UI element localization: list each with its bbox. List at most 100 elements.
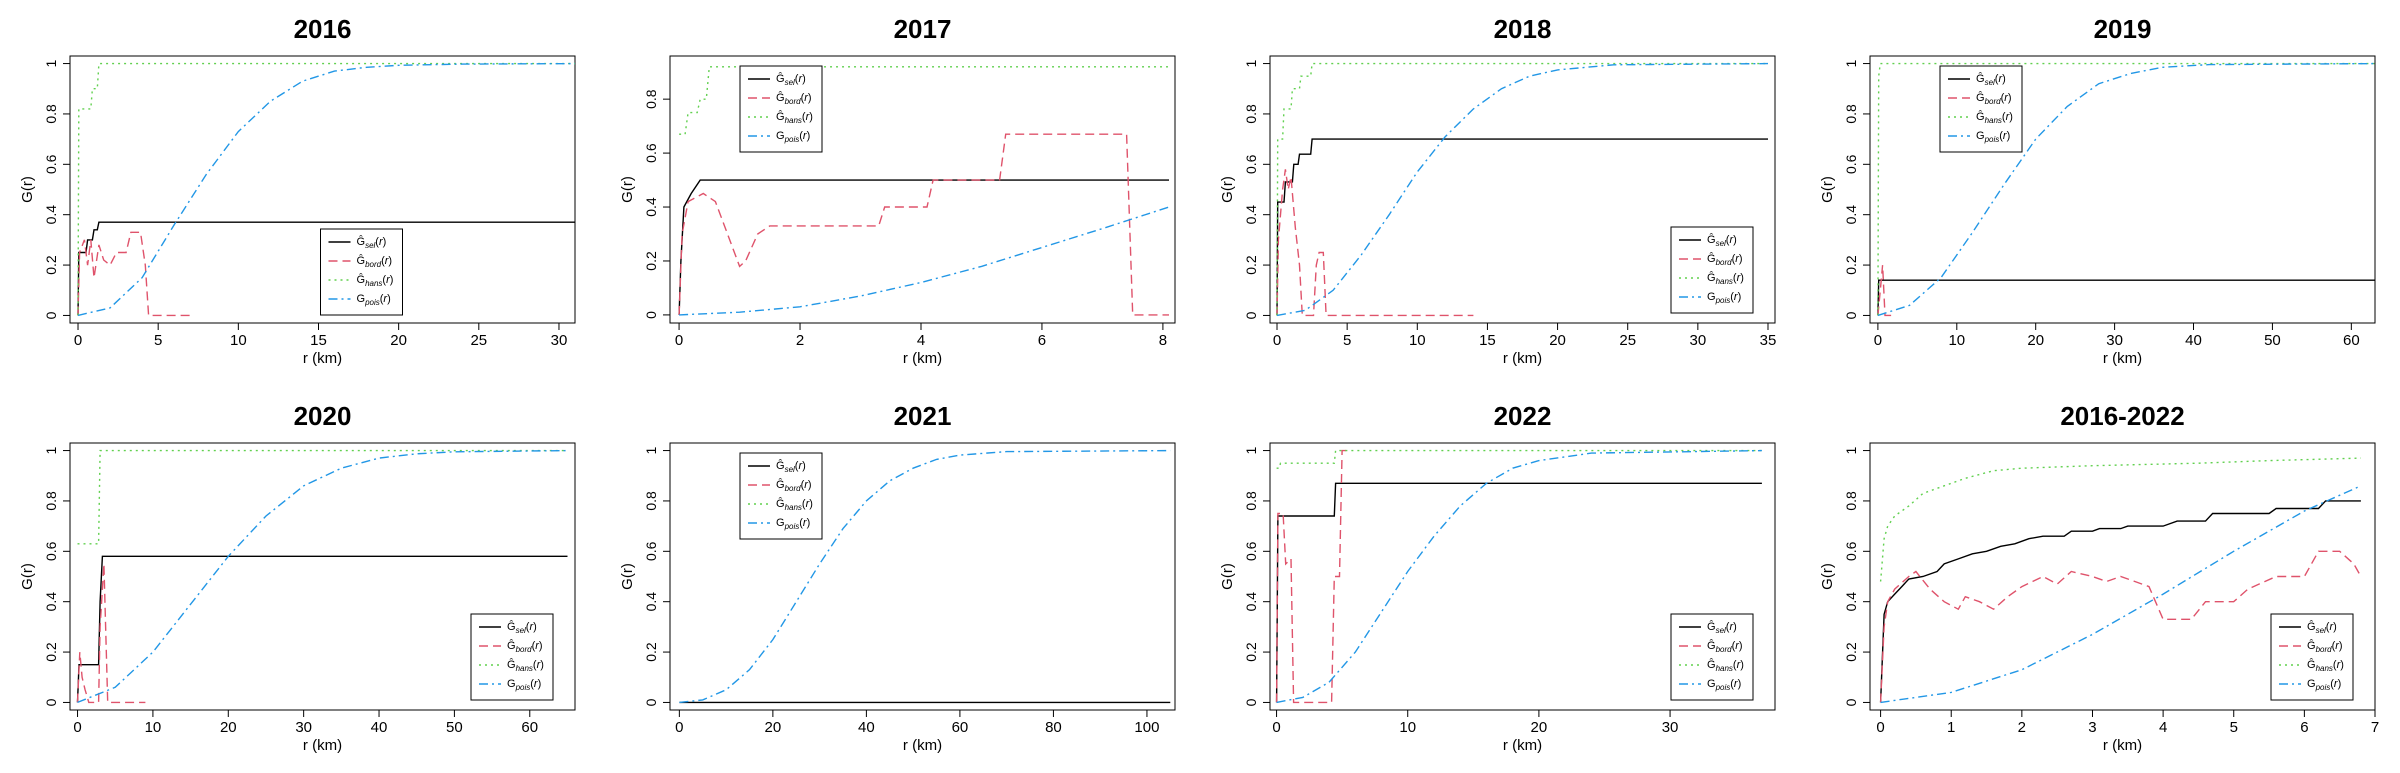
series-line-4 (679, 449, 1171, 704)
series-line-2 (1879, 550, 2362, 703)
plot-frame (669, 55, 1176, 324)
plot-frame (1869, 442, 2376, 711)
y-tick-label: 0 (43, 698, 59, 706)
x-tick-label: 1 (1947, 719, 1955, 736)
x-tick-label: 40 (858, 719, 875, 736)
x-tick-label: 30 (551, 332, 568, 349)
legend-label: Ĝhans(r) (1707, 658, 1744, 673)
x-tick-label: 20 (1531, 719, 1548, 736)
legend-label: Gpois(r) (507, 678, 541, 692)
series-line-4 (77, 62, 576, 317)
y-tick-label: 0.2 (43, 642, 59, 662)
series-line-2 (1275, 449, 1347, 704)
y-tick-label: 0.8 (1843, 104, 1859, 124)
y-axis-label: G(r) (619, 563, 636, 590)
y-tick-label: 0.6 (643, 541, 659, 561)
series-line-4 (679, 206, 1170, 316)
chart-panel-4: 2020 0 10 20 30 40 50 60 0 0.2 0.4 0.6 0.8 1 r (km) G(r… (19, 401, 576, 754)
y-tick-label: 0.6 (43, 154, 59, 174)
y-tick-label: 0 (643, 311, 659, 319)
legend-label: Ĝbord(r) (2307, 639, 2343, 654)
y-tick-label: 0.4 (1843, 205, 1859, 225)
x-tick-label: 20 (2027, 332, 2044, 349)
legend-label: Ĝbord(r) (507, 639, 543, 654)
series-line-4 (1276, 62, 1769, 317)
chart-title: 2018 (1494, 14, 1552, 44)
x-axis-label: r (km) (903, 737, 942, 754)
x-tick-label: 4 (917, 332, 925, 349)
legend-label: Ĝhans(r) (2307, 658, 2344, 673)
x-axis-label: r (km) (2103, 737, 2142, 754)
x-tick-label: 20 (765, 719, 782, 736)
y-tick-label: 0.8 (1243, 491, 1259, 511)
y-axis-label: G(r) (619, 176, 636, 203)
chart-title: 2022 (1494, 401, 1552, 431)
chart-panel-3: 2019 0 10 20 30 40 50 60 0 0.2 0.4 0.6 0.8 1 r (km) G(r… (1819, 14, 2376, 367)
series-line-3 (679, 66, 1169, 135)
x-axis-label: r (km) (303, 737, 342, 754)
y-tick-label: 1 (1843, 446, 1859, 454)
legend-box (470, 613, 554, 701)
y-tick-label: 0.8 (643, 89, 659, 109)
y-tick-label: 0.2 (1243, 642, 1259, 662)
legend-label: Ĝhans(r) (1707, 271, 1744, 286)
legend-label: Ĝsel(r) (776, 459, 806, 474)
x-tick-label: 20 (220, 719, 237, 736)
y-axis-label: G(r) (19, 176, 36, 203)
x-tick-label: 60 (952, 719, 969, 736)
y-tick-label: 0.4 (1843, 592, 1859, 612)
legend-label: Gpois(r) (357, 293, 391, 307)
legend-label: Ĝsel(r) (1976, 72, 2006, 87)
legend-label: Ĝbord(r) (1707, 252, 1743, 267)
series-line-2 (1276, 169, 1474, 317)
chart-panel-7: 2016-2022 0 1 2 3 4 5 6 7 0 0.2 0.4 0.6 0.8 1 r (km) G(r… (1819, 401, 2379, 754)
x-tick-label: 25 (470, 332, 487, 349)
x-tick-label: 80 (1045, 719, 1062, 736)
x-tick-label: 50 (446, 719, 463, 736)
x-axis-label: r (km) (1503, 737, 1542, 754)
legend: Ĝsel(r) Ĝbord(r) Ĝhans(r) Gpois(r) (470, 613, 554, 701)
y-tick-label: 0.4 (643, 592, 659, 612)
chart-title: 2016-2022 (2060, 401, 2184, 431)
legend-label: Gpois(r) (1707, 291, 1741, 305)
y-axis-label: G(r) (1219, 563, 1236, 590)
x-tick-label: 2 (796, 332, 804, 349)
chart-panel-5: 2021 0 20 40 60 80 100 0 0.2 0.4 0.6 0.8 1 r (km) G(r)… (619, 401, 1176, 754)
x-tick-label: 50 (2264, 332, 2281, 349)
y-axis-label: G(r) (1819, 176, 1836, 203)
y-tick-label: 0 (643, 698, 659, 706)
legend: Ĝsel(r) Ĝbord(r) Ĝhans(r) Gpois(r) (2270, 613, 2354, 701)
series-line-3 (1276, 449, 1762, 469)
legend-label: Ĝbord(r) (776, 91, 812, 106)
legend: Ĝsel(r) Ĝbord(r) Ĝhans(r) Gpois(r) (320, 228, 403, 316)
legend-label: Ĝhans(r) (776, 497, 813, 512)
legend: Ĝsel(r) Ĝbord(r) Ĝhans(r) Gpois(r) (1670, 226, 1754, 314)
legend-label: Ĝhans(r) (776, 110, 813, 125)
legend-box (1939, 65, 2023, 153)
x-tick-label: 20 (390, 332, 407, 349)
chart-title: 2021 (894, 401, 952, 431)
y-tick-label: 1 (1243, 59, 1259, 67)
y-axis-label: G(r) (1219, 176, 1236, 203)
x-tick-label: 0 (675, 332, 683, 349)
x-tick-label: 5 (2230, 719, 2238, 736)
series-line-1 (1877, 279, 2375, 316)
legend-label: Gpois(r) (1976, 130, 2010, 144)
series-line-2 (1877, 265, 1894, 317)
series-line-4 (1877, 62, 2376, 317)
x-tick-label: 7 (2371, 719, 2379, 736)
chart-title: 2020 (294, 401, 352, 431)
x-tick-label: 40 (2185, 332, 2202, 349)
y-tick-label: 1 (643, 446, 659, 454)
y-tick-label: 0.4 (1243, 205, 1259, 225)
chart-title: 2019 (2094, 14, 2152, 44)
x-tick-label: 0 (1876, 719, 1884, 736)
y-tick-label: 0 (1243, 698, 1259, 706)
y-tick-label: 0.2 (43, 255, 59, 275)
y-tick-label: 0.8 (1843, 491, 1859, 511)
x-axis-label: r (km) (2103, 350, 2142, 367)
chart-panel-0: 2016 0 5 10 15 20 25 30 0 0.2 0.4 0.6 0.8 1 r (km) G(r)… (19, 14, 576, 367)
series-line-1 (1879, 500, 2361, 703)
